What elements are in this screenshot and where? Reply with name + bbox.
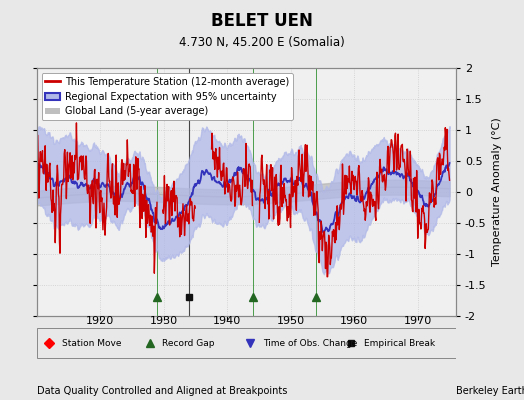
Text: Empirical Break: Empirical Break — [364, 338, 435, 348]
Text: 1920: 1920 — [86, 316, 114, 326]
Text: 1930: 1930 — [150, 316, 178, 326]
Text: 4.730 N, 45.200 E (Somalia): 4.730 N, 45.200 E (Somalia) — [179, 36, 345, 49]
Text: BELET UEN: BELET UEN — [211, 12, 313, 30]
Text: 1950: 1950 — [277, 316, 305, 326]
Text: Record Gap: Record Gap — [162, 338, 215, 348]
Text: Berkeley Earth: Berkeley Earth — [456, 386, 524, 396]
Text: Data Quality Controlled and Aligned at Breakpoints: Data Quality Controlled and Aligned at B… — [37, 386, 287, 396]
Text: 1960: 1960 — [340, 316, 368, 326]
Legend: This Temperature Station (12-month average), Regional Expectation with 95% uncer: This Temperature Station (12-month avera… — [41, 73, 293, 120]
Text: 1970: 1970 — [403, 316, 432, 326]
Text: Time of Obs. Change: Time of Obs. Change — [263, 338, 357, 348]
Text: Station Move: Station Move — [62, 338, 122, 348]
Y-axis label: Temperature Anomaly (°C): Temperature Anomaly (°C) — [492, 118, 502, 266]
Text: 1940: 1940 — [213, 316, 242, 326]
